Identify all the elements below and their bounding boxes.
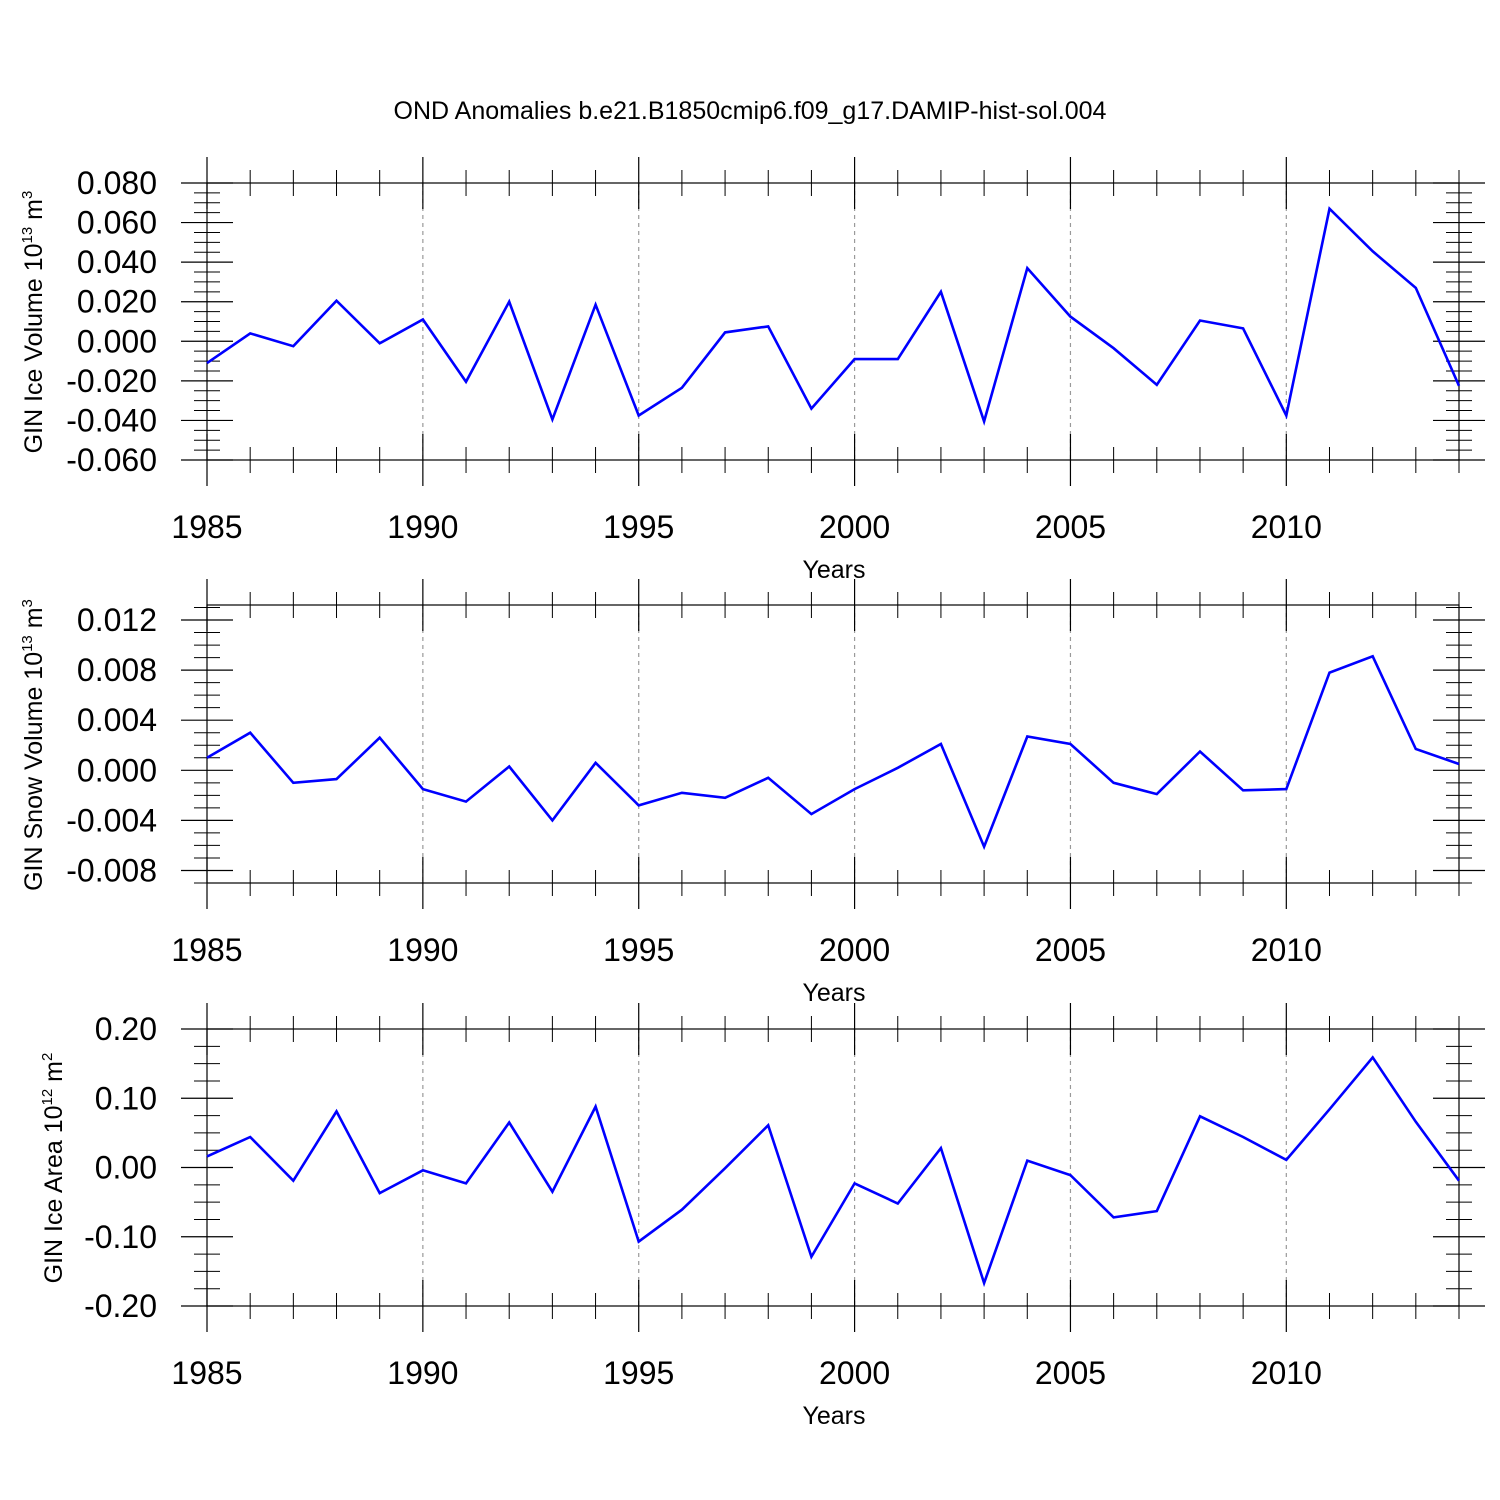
y-tick-label: 0.060 (77, 205, 157, 241)
series-line (206, 1055, 1461, 1288)
x-tick-label: 1995 (603, 1355, 674, 1391)
y-axis-title: GIN Ice Volume 1013 m3 (19, 191, 48, 454)
plot-frame (206, 1028, 1460, 1307)
x-tick-label: 1990 (387, 509, 458, 545)
x-tick-label: 2010 (1251, 1355, 1322, 1391)
x-axis-title: Years (802, 556, 865, 584)
y-tick-label: 0.000 (77, 752, 157, 788)
y-tick-label: -0.020 (66, 363, 157, 399)
y-tick-label: 0.020 (77, 284, 157, 320)
x-axis-title: Years (802, 1402, 865, 1430)
y-tick-label: 0.000 (77, 323, 157, 359)
y-tick-label: 0.012 (77, 602, 157, 638)
y-tick-label: 0.008 (77, 652, 157, 688)
plot-frame (206, 604, 1460, 884)
series-line (206, 206, 1461, 426)
figure-title: OND Anomalies b.e21.B1850cmip6.f09_g17.D… (394, 97, 1107, 125)
x-tick-label: 1990 (387, 1355, 458, 1391)
y-tick-label: 0.004 (77, 702, 157, 738)
x-tick-label: 2005 (1035, 509, 1106, 545)
y-tick-label: -0.10 (84, 1219, 157, 1255)
y-tick-label: -0.008 (66, 852, 157, 888)
x-tick-label: 1985 (171, 932, 242, 968)
x-axis-title: Years (802, 979, 865, 1007)
y-tick-label: -0.060 (66, 442, 157, 478)
x-tick-label: 2000 (819, 932, 890, 968)
x-tick-label: 2005 (1035, 1355, 1106, 1391)
x-tick-label: 2000 (819, 1355, 890, 1391)
panels: 1985 1990 1995 2000 2005 2010 Years -0.060 -0.04… (19, 157, 1485, 1430)
x-tick-label: 1990 (387, 932, 458, 968)
y-tick-label: 0.10 (95, 1080, 157, 1116)
x-tick-label: 1985 (171, 509, 242, 545)
x-tick-label: 2010 (1251, 509, 1322, 545)
y-tick-label: 0.20 (95, 1011, 157, 1047)
x-tick-label: 1985 (171, 1355, 242, 1391)
x-tick-label: 1995 (603, 932, 674, 968)
x-tick-label: 2010 (1251, 932, 1322, 968)
y-tick-label: -0.040 (66, 402, 157, 438)
y-tick-label: 0.080 (77, 165, 157, 201)
y-axis-title: GIN Snow Volume 1013 m3 (19, 599, 48, 891)
x-tick-label: 1995 (603, 509, 674, 545)
plot-frame (206, 182, 1460, 461)
x-tick-label: 2005 (1035, 932, 1106, 968)
y-tick-label: -0.004 (66, 802, 157, 838)
chart-panel-2: 1985 1990 1995 2000 2005 2010 Years -0.008 -0.00… (19, 579, 1485, 1007)
y-tick-label: -0.20 (84, 1288, 157, 1324)
y-axis-title: GIN Ice Area 1012 m2 (39, 1053, 68, 1284)
chart-panel-1: 1985 1990 1995 2000 2005 2010 Years -0.060 -0.04… (19, 157, 1485, 584)
chart-panel-3: 1985 1990 1995 2000 2005 2010 Years -0.20 -0.10 0… (39, 1003, 1485, 1430)
y-tick-label: 0.00 (95, 1150, 157, 1186)
x-tick-label: 2000 (819, 509, 890, 545)
series-line (206, 654, 1460, 851)
y-tick-label: 0.040 (77, 244, 157, 280)
